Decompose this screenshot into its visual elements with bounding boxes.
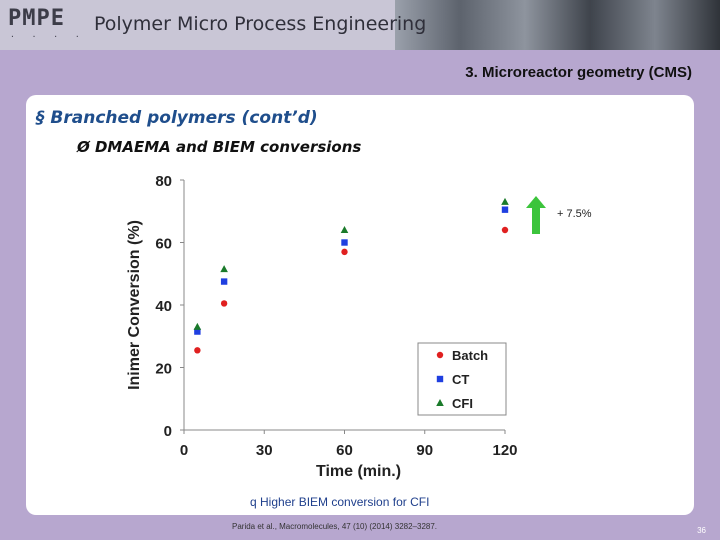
legend-label-cfi: CFI: [452, 396, 473, 411]
point-batch: [220, 300, 228, 307]
x-axis-label: Time (min.): [316, 463, 401, 480]
y-tick-label: 60: [155, 236, 172, 253]
logo-subtext: · · · ·: [10, 32, 86, 41]
up-arrow-shaft: [532, 206, 540, 234]
point-cfi: [220, 265, 228, 273]
legend-label-ct: CT: [452, 372, 469, 387]
legend-label-batch: Batch: [452, 348, 488, 363]
x-tick-label: 90: [416, 442, 433, 459]
y-tick-label: 20: [155, 361, 172, 378]
point-batch: [341, 248, 348, 256]
point-ct: [194, 328, 201, 335]
point-ct: [220, 278, 228, 285]
y-tick-label: 0: [164, 423, 172, 440]
point-batch: [194, 347, 201, 354]
header-title: Polymer Micro Process Engineering: [94, 13, 427, 35]
citation: Parida et al., Macromolecules, 47 (10) (…: [232, 522, 438, 531]
legend-marker-ct: [436, 375, 444, 383]
y-tick-label: 40: [155, 298, 172, 315]
x-tick-label: 60: [336, 442, 353, 459]
header-image-strip: [395, 0, 720, 50]
point-ct: [341, 239, 348, 246]
point-cfi: [340, 226, 349, 233]
x-tick-label: 0: [180, 442, 188, 459]
point-cfi: [193, 322, 202, 330]
y-tick-label: 80: [155, 173, 172, 190]
legend-marker-batch: [436, 351, 444, 359]
header-bar: PMPE · · · · Polymer Micro Process Engin…: [0, 0, 720, 50]
x-tick-label: 30: [256, 442, 273, 459]
section-title: 3. Microreactor geometry (CMS): [465, 64, 692, 81]
point-batch: [501, 226, 509, 234]
point-ct: [501, 206, 509, 213]
improvement-annotation: + 7.5%: [557, 208, 592, 220]
point-cfi: [501, 197, 509, 205]
x-tick-label: 120: [492, 442, 517, 459]
logo: PMPE: [8, 6, 65, 31]
footer-note: q Higher BIEM conversion for CFI: [250, 495, 430, 509]
legend-box: [417, 342, 507, 416]
bullet-level2: Ø DMAEMA and BIEM conversions: [77, 138, 362, 156]
legend-marker-cfi: [436, 399, 444, 406]
content-panel: [26, 95, 694, 515]
up-arrow-icon: [526, 196, 546, 208]
bullet-level1: § Branched polymers (cont’d): [36, 108, 318, 128]
y-axis-label: Inimer Conversion (%): [126, 220, 143, 390]
page-number: 36: [697, 526, 706, 535]
